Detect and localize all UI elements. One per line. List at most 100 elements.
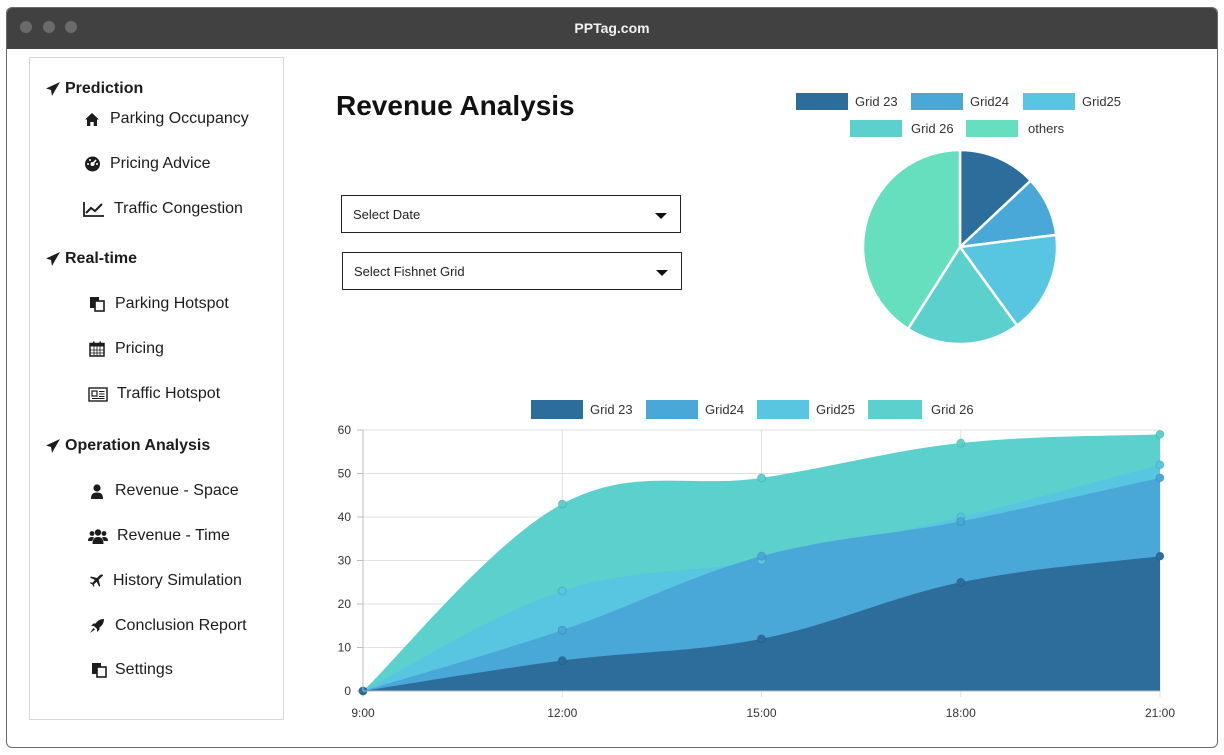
legend-swatch	[757, 400, 809, 419]
point-grid26[interactable]	[557, 499, 567, 509]
legend-swatch	[531, 400, 583, 419]
area-series-grid23[interactable]	[363, 556, 1160, 691]
y-tick-label: 20	[338, 597, 352, 611]
x-tick-label: 9:00	[351, 706, 375, 720]
pie-legend-grid26[interactable]: Grid 26	[850, 120, 954, 137]
pie-slice-grid26[interactable]	[906, 244, 1019, 346]
window-title: PPTag.com	[574, 20, 650, 36]
legend-swatch	[796, 93, 848, 110]
copy-icon	[90, 662, 108, 678]
select-date-label: Select Date	[353, 207, 421, 222]
sidebar: Prediction Parking Occupancy Pricing Adv…	[29, 57, 284, 720]
point-grid24[interactable]	[557, 625, 567, 635]
legend-label: Grid 23	[590, 402, 633, 417]
area-legend-grid23[interactable]: Grid 23	[531, 400, 633, 419]
pie-legend-others[interactable]: others	[966, 120, 1064, 137]
sidebar-item-history-simulation[interactable]: History Simulation	[87, 572, 242, 590]
close-window-dot[interactable]	[20, 21, 32, 33]
section-label: Prediction	[65, 80, 144, 97]
y-tick-label: 30	[338, 554, 352, 568]
point-grid24[interactable]	[757, 551, 766, 561]
sidebar-item-settings[interactable]: Settings	[90, 661, 173, 679]
newspaper-icon	[88, 386, 108, 402]
sidebar-item-label: Conclusion Report	[115, 617, 247, 634]
home-icon	[83, 111, 101, 127]
y-tick-label: 60	[338, 423, 352, 437]
sidebar-item-parking-hotspot[interactable]: Parking Hotspot	[88, 295, 229, 313]
legend-label: Grid 23	[855, 94, 898, 109]
point-grid26[interactable]	[1155, 429, 1165, 439]
select-grid-label: Select Fishnet Grid	[354, 264, 465, 279]
legend-label: Grid24	[970, 94, 1010, 109]
point-grid26[interactable]	[757, 473, 766, 483]
point-grid24[interactable]	[956, 516, 966, 526]
pie-slice-grid23[interactable]	[958, 148, 1033, 250]
calendar-icon	[88, 341, 106, 357]
point-grid23[interactable]	[757, 634, 766, 644]
section-prediction: Prediction	[43, 80, 143, 98]
pie-legend-grid24[interactable]: Grid24	[911, 93, 1009, 110]
section-label: Real-time	[65, 250, 138, 267]
legend-label: Grid 26	[911, 121, 954, 136]
sidebar-item-revenue-time[interactable]: Revenue - Time	[88, 527, 230, 545]
area-chart: 0 10 20 30 40 50 60 9:00 12:00 15:00 18:00 21:00	[338, 423, 1176, 720]
user-icon	[88, 483, 106, 499]
point-grid25[interactable]	[1155, 460, 1165, 470]
sidebar-item-label: History Simulation	[113, 572, 242, 589]
legend-swatch	[850, 120, 902, 137]
section-real-time: Real-time	[43, 250, 137, 268]
sidebar-item-revenue-space[interactable]: Revenue - Space	[88, 482, 239, 500]
users-icon	[88, 528, 108, 544]
dashboard-icon	[83, 156, 101, 172]
page-title: Revenue Analysis	[336, 90, 575, 121]
y-tick-label: 50	[338, 467, 352, 481]
sidebar-item-label: Settings	[115, 661, 173, 678]
sidebar-item-label: Traffic Hotspot	[117, 385, 221, 402]
maximize-window-dot[interactable]	[65, 21, 77, 33]
point-grid26[interactable]	[956, 438, 966, 448]
point-grid23[interactable]	[956, 577, 966, 587]
caret-down-icon	[655, 213, 667, 219]
legend-swatch	[966, 120, 1018, 137]
minimize-window-dot[interactable]	[43, 21, 55, 33]
pie-legend-grid25[interactable]: Grid25	[1023, 93, 1121, 110]
legend-swatch	[646, 400, 698, 419]
select-fishnet-grid-dropdown[interactable]: Select Fishnet Grid	[342, 252, 682, 290]
point-grid25[interactable]	[557, 586, 567, 596]
y-tick-label: 10	[338, 641, 352, 655]
sidebar-item-traffic-hotspot[interactable]: Traffic Hotspot	[88, 385, 220, 403]
sidebar-item-label: Pricing Advice	[110, 155, 211, 172]
point-grid24[interactable]	[1155, 473, 1165, 483]
sidebar-item-pricing-advice[interactable]: Pricing Advice	[83, 155, 211, 173]
sidebar-item-label: Pricing	[115, 340, 164, 357]
sidebar-item-label: Parking Hotspot	[115, 295, 229, 312]
legend-label: Grid25	[1082, 94, 1122, 109]
y-tick-label: 40	[338, 510, 352, 524]
section-operation-analysis: Operation Analysis	[43, 437, 210, 455]
legend-label: Grid24	[705, 402, 745, 417]
sidebar-item-pricing[interactable]: Pricing	[88, 340, 164, 358]
pie-chart	[861, 148, 1059, 346]
legend-swatch	[911, 93, 963, 110]
sidebar-item-label: Traffic Congestion	[114, 200, 243, 217]
pie-slice-others[interactable]	[861, 148, 962, 331]
point-grid23[interactable]	[557, 656, 567, 666]
x-tick-label: 18:00	[946, 706, 976, 720]
area-legend-grid25[interactable]: Grid25	[757, 400, 855, 419]
point-grid23[interactable]	[1155, 551, 1165, 561]
area-legend-grid24[interactable]: Grid24	[646, 400, 744, 419]
sidebar-item-label: Revenue - Space	[115, 482, 239, 499]
select-date-dropdown[interactable]: Select Date	[341, 195, 681, 233]
sidebar-item-label: Parking Occupancy	[110, 110, 249, 127]
sidebar-item-parking-occupancy[interactable]: Parking Occupancy	[83, 110, 249, 128]
copy-icon	[88, 296, 106, 312]
area-legend-grid26[interactable]: Grid 26	[868, 400, 974, 419]
x-tick-label: 21:00	[1145, 706, 1175, 720]
legend-label: Grid 26	[931, 402, 974, 417]
sidebar-item-traffic-congestion[interactable]: Traffic Congestion	[83, 200, 243, 218]
pie-legend-grid23[interactable]: Grid 23	[796, 93, 898, 110]
x-tick-label: 12:00	[547, 706, 577, 720]
pie-slice-grid25[interactable]	[957, 233, 1059, 328]
rocket-icon	[88, 618, 106, 634]
sidebar-item-conclusion-report[interactable]: Conclusion Report	[88, 617, 247, 635]
